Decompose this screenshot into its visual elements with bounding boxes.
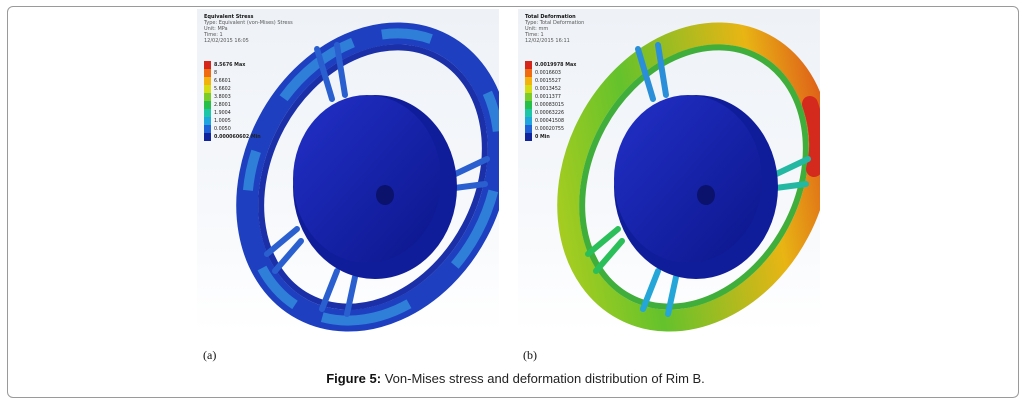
deformation-legend-swatch [525, 133, 532, 141]
stress-legend-swatch [204, 93, 211, 101]
deformation-legend-type: Type: Total Deformation [525, 20, 585, 26]
deformation-legend-row: 0.0016603 [525, 69, 576, 77]
stress-legend-swatch [204, 85, 211, 93]
stress-legend-label: 8.5676 Max [214, 62, 246, 68]
figure-caption: Figure 5: Von-Mises stress and deformati… [0, 371, 1031, 386]
stress-legend-title: Equivalent Stress [204, 14, 254, 20]
deformation-legend-row: 0 Min [525, 133, 576, 141]
stress-legend-label: 1.9004 [214, 110, 231, 116]
stress-legend-swatch [204, 77, 211, 85]
stress-legend-row: 6.6601 [204, 77, 261, 85]
stress-legend-row: 8 [204, 69, 261, 77]
stress-legend-label: 2.8001 [214, 102, 231, 108]
stress-legend-label: 5.6602 [214, 86, 231, 92]
deformation-legend-row: 0.00041508 [525, 117, 576, 125]
deformation-legend-swatch [525, 109, 532, 117]
stress-legend-header: Equivalent Stress Type: Equivalent (von-… [204, 14, 293, 44]
stress-legend-row: 0.000060602 Min [204, 133, 261, 141]
deformation-legend-row: 0.0011377 [525, 93, 576, 101]
deformation-legend-row: 0.0015527 [525, 77, 576, 85]
stress-legend-row: 1.9004 [204, 109, 261, 117]
stress-plot-panel: Equivalent Stress Type: Equivalent (von-… [197, 9, 499, 332]
stress-legend-swatch [204, 109, 211, 117]
stress-legend-label: 8 [214, 70, 218, 76]
deformation-legend-swatch [525, 117, 532, 125]
deformation-legend-label: 0 Min [535, 134, 550, 140]
deformation-legend-swatch [525, 69, 532, 77]
deformation-legend-header: Total Deformation Type: Total Deformatio… [525, 14, 584, 44]
stress-legend-row: 0.0050 [204, 125, 261, 133]
deformation-legend-label: 0.00041508 [535, 118, 564, 124]
stress-legend-label: 0.0050 [214, 126, 231, 132]
deformation-legend-label: 0.0011377 [535, 94, 561, 100]
stress-legend-label: 3.8003 [214, 94, 231, 100]
figure-caption-text: Von-Mises stress and deformation distrib… [381, 371, 705, 386]
figure-caption-label: Figure 5: [326, 371, 382, 386]
deformation-legend-label: 0.0013452 [535, 86, 561, 92]
deformation-legend-row: 0.0013452 [525, 85, 576, 93]
deformation-legend-label: 0.00020755 [535, 126, 564, 132]
subfigure-label-a: (a) [203, 348, 217, 362]
deformation-legend-swatch [525, 93, 532, 101]
stress-legend-type: Type: Equivalent (von-Mises) Stress [204, 20, 293, 26]
deformation-color-scale: 0.0019978 Max 0.0016603 0.0015527 0.0013452… [525, 61, 576, 141]
stress-legend-swatch [204, 101, 211, 109]
figure-frame [7, 6, 1019, 398]
deformation-legend-title: Total Deformation [525, 14, 576, 20]
deformation-legend-swatch [525, 101, 532, 109]
deformation-legend-date: 12/02/2015 16:11 [525, 38, 570, 44]
stress-legend-row: 8.5676 Max [204, 61, 261, 69]
deformation-legend-label: 0.00083015 [535, 102, 564, 108]
deformation-legend-label: 0.0016603 [535, 70, 561, 76]
deformation-legend-row: 0.00020755 [525, 125, 576, 133]
deformation-legend-swatch [525, 125, 532, 133]
stress-legend-time: Time: 1 [204, 32, 223, 38]
stress-legend-date: 12/02/2015 16:05 [204, 38, 249, 44]
stress-legend-swatch [204, 133, 211, 141]
stress-legend-row: 2.8001 [204, 101, 261, 109]
stress-legend-label: 1.0005 [214, 118, 231, 124]
deformation-wheel-render [557, 22, 820, 332]
deformation-legend-row: 0.00063226 [525, 109, 576, 117]
stress-legend-label: 6.6601 [214, 78, 231, 84]
deformation-legend-swatch [525, 77, 532, 85]
deformation-legend-row: 0.0019978 Max [525, 61, 576, 69]
deformation-legend-swatch [525, 85, 532, 93]
stress-legend-swatch [204, 117, 211, 125]
stress-legend-row: 1.0005 [204, 117, 261, 125]
deformation-plot-panel: Total Deformation Type: Total Deformatio… [518, 9, 820, 332]
stress-legend-row: 5.6602 [204, 85, 261, 93]
stress-legend-swatch [204, 61, 211, 69]
stress-legend-row: 3.8003 [204, 93, 261, 101]
stress-legend-label: 0.000060602 Min [214, 134, 261, 140]
stress-wheel-render [236, 22, 499, 332]
deformation-legend-time: Time: 1 [525, 32, 544, 38]
stress-legend-swatch [204, 125, 211, 133]
deformation-legend-label: 0.00063226 [535, 110, 564, 116]
subfigure-label-b: (b) [523, 348, 537, 362]
stress-legend-unit: Unit: MPa [204, 26, 228, 32]
deformation-legend-unit: Unit: mm [525, 26, 549, 32]
deformation-legend-row: 0.00083015 [525, 101, 576, 109]
stress-color-scale: 8.5676 Max 8 6.6601 5.6602 3.8003 2.8001 1.900… [204, 61, 261, 141]
stress-legend-swatch [204, 69, 211, 77]
deformation-legend-label: 0.0019978 Max [535, 62, 577, 68]
deformation-legend-label: 0.0015527 [535, 78, 561, 84]
deformation-legend-swatch [525, 61, 532, 69]
